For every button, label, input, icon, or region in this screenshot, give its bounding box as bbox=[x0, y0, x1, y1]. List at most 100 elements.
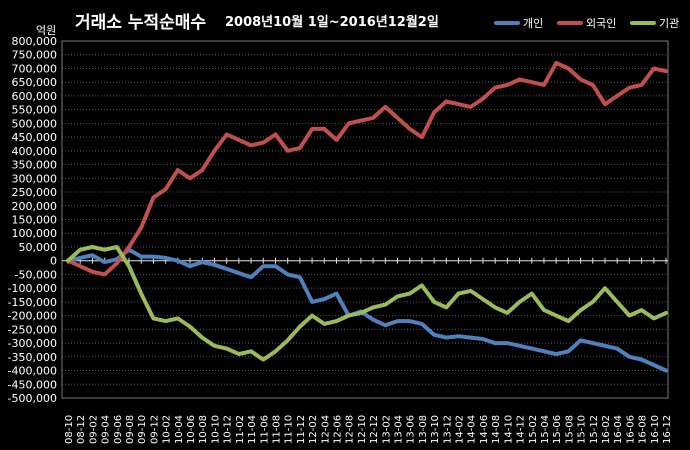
data-point bbox=[347, 314, 351, 318]
data-point bbox=[554, 61, 558, 65]
data-point bbox=[90, 270, 95, 274]
data-point bbox=[200, 168, 204, 172]
data-point bbox=[151, 316, 156, 320]
data-point bbox=[603, 344, 607, 348]
x-tick-label: 08-12 bbox=[76, 415, 87, 444]
data-point bbox=[615, 346, 619, 351]
data-point bbox=[627, 314, 631, 318]
data-point bbox=[615, 94, 619, 98]
data-point bbox=[359, 119, 363, 123]
x-tick-label: 14-10 bbox=[503, 415, 514, 444]
legend-item-foreign: 외국인 bbox=[557, 15, 616, 31]
data-point bbox=[249, 349, 253, 353]
data-point bbox=[530, 292, 534, 296]
data-point bbox=[432, 333, 436, 337]
data-point bbox=[359, 311, 363, 315]
x-tick-label: 13-04 bbox=[394, 415, 405, 444]
x-tick-label: 16-04 bbox=[613, 415, 624, 444]
y-tick-label: 500,000 bbox=[12, 117, 58, 130]
data-point bbox=[652, 363, 656, 367]
data-point bbox=[542, 349, 546, 353]
x-tick-label: 13-12 bbox=[442, 415, 453, 444]
data-point bbox=[383, 323, 387, 327]
x-tick-label: 12-04 bbox=[320, 415, 331, 444]
data-point bbox=[310, 127, 314, 131]
data-point bbox=[188, 264, 192, 268]
y-tick-label: 0 bbox=[50, 255, 57, 268]
x-tick-label: 15-02 bbox=[528, 415, 539, 444]
data-point bbox=[420, 283, 424, 288]
data-point bbox=[237, 352, 241, 356]
x-tick-label: 14-06 bbox=[479, 415, 490, 444]
data-point bbox=[371, 116, 375, 120]
legend-swatch-foreign bbox=[557, 21, 583, 25]
data-point bbox=[237, 271, 241, 275]
data-point bbox=[322, 322, 326, 326]
data-point bbox=[286, 272, 290, 277]
data-point bbox=[444, 99, 448, 104]
legend-swatch-institution bbox=[630, 21, 656, 25]
data-point bbox=[286, 338, 290, 342]
data-point bbox=[456, 334, 461, 338]
legend-item-individual: 개인 bbox=[494, 15, 543, 31]
y-tick-label: 650,000 bbox=[12, 76, 58, 89]
data-point bbox=[517, 344, 522, 348]
data-point bbox=[371, 318, 375, 322]
y-tick-label: -450,000 bbox=[8, 378, 57, 391]
data-point bbox=[176, 316, 180, 320]
data-point bbox=[176, 168, 180, 172]
data-point bbox=[334, 292, 339, 296]
data-point bbox=[566, 66, 570, 71]
data-point bbox=[664, 69, 668, 73]
data-point bbox=[542, 83, 546, 87]
data-point bbox=[469, 105, 473, 109]
legend-label-institution: 기관 bbox=[659, 17, 680, 30]
data-point bbox=[310, 314, 314, 318]
x-tick-label: 16-08 bbox=[638, 415, 649, 444]
data-point bbox=[298, 146, 302, 150]
data-point bbox=[212, 263, 217, 267]
chart-title: 거래소 누적순매수 bbox=[75, 13, 207, 33]
data-point bbox=[639, 308, 644, 312]
y-tick-label: 700,000 bbox=[12, 62, 58, 75]
x-tick-label: 09-02 bbox=[88, 415, 99, 444]
legend-swatch-individual bbox=[494, 21, 520, 25]
data-point bbox=[273, 349, 278, 353]
y-tick-label: -50,000 bbox=[15, 268, 57, 281]
x-tick-label: 15-08 bbox=[564, 415, 575, 444]
data-point bbox=[420, 322, 424, 326]
legend-label-foreign: 외국인 bbox=[586, 17, 617, 30]
data-point bbox=[493, 305, 497, 309]
y-tick-label: -350,000 bbox=[8, 351, 57, 364]
x-tick-label: 14-04 bbox=[467, 415, 478, 444]
y-tick-label: 350,000 bbox=[12, 159, 58, 172]
data-point bbox=[151, 254, 156, 259]
y-tick-label: 550,000 bbox=[12, 104, 58, 117]
data-point bbox=[139, 292, 143, 296]
data-point bbox=[103, 260, 107, 264]
data-point bbox=[273, 264, 278, 268]
y-tick-label: -500,000 bbox=[8, 392, 57, 405]
chart-subtitle: 2008년10월 1일~2016년12월2일 bbox=[225, 15, 439, 30]
series-line-2 bbox=[66, 245, 668, 362]
x-tick-label: 15-12 bbox=[589, 415, 600, 444]
y-tick-label: 400,000 bbox=[12, 145, 58, 158]
x-tick-label: 15-06 bbox=[552, 415, 563, 444]
data-point bbox=[627, 355, 631, 359]
data-point bbox=[139, 226, 143, 230]
data-point bbox=[261, 141, 265, 145]
data-point bbox=[249, 275, 253, 279]
x-tick-label: 09-08 bbox=[125, 415, 136, 444]
y-tick-label: 50,000 bbox=[19, 241, 58, 254]
data-point bbox=[212, 344, 217, 348]
data-point bbox=[261, 264, 265, 268]
x-tick-label: 11-10 bbox=[284, 415, 295, 444]
data-point bbox=[444, 305, 448, 309]
x-tick-label: 13-02 bbox=[381, 415, 392, 444]
data-point bbox=[603, 102, 607, 106]
data-point bbox=[383, 303, 387, 307]
x-tick-label: 10-10 bbox=[210, 415, 221, 444]
y-tick-label: 100,000 bbox=[12, 227, 58, 240]
y-tick-label: 200,000 bbox=[12, 200, 58, 213]
x-tick-label: 14-12 bbox=[516, 415, 527, 444]
